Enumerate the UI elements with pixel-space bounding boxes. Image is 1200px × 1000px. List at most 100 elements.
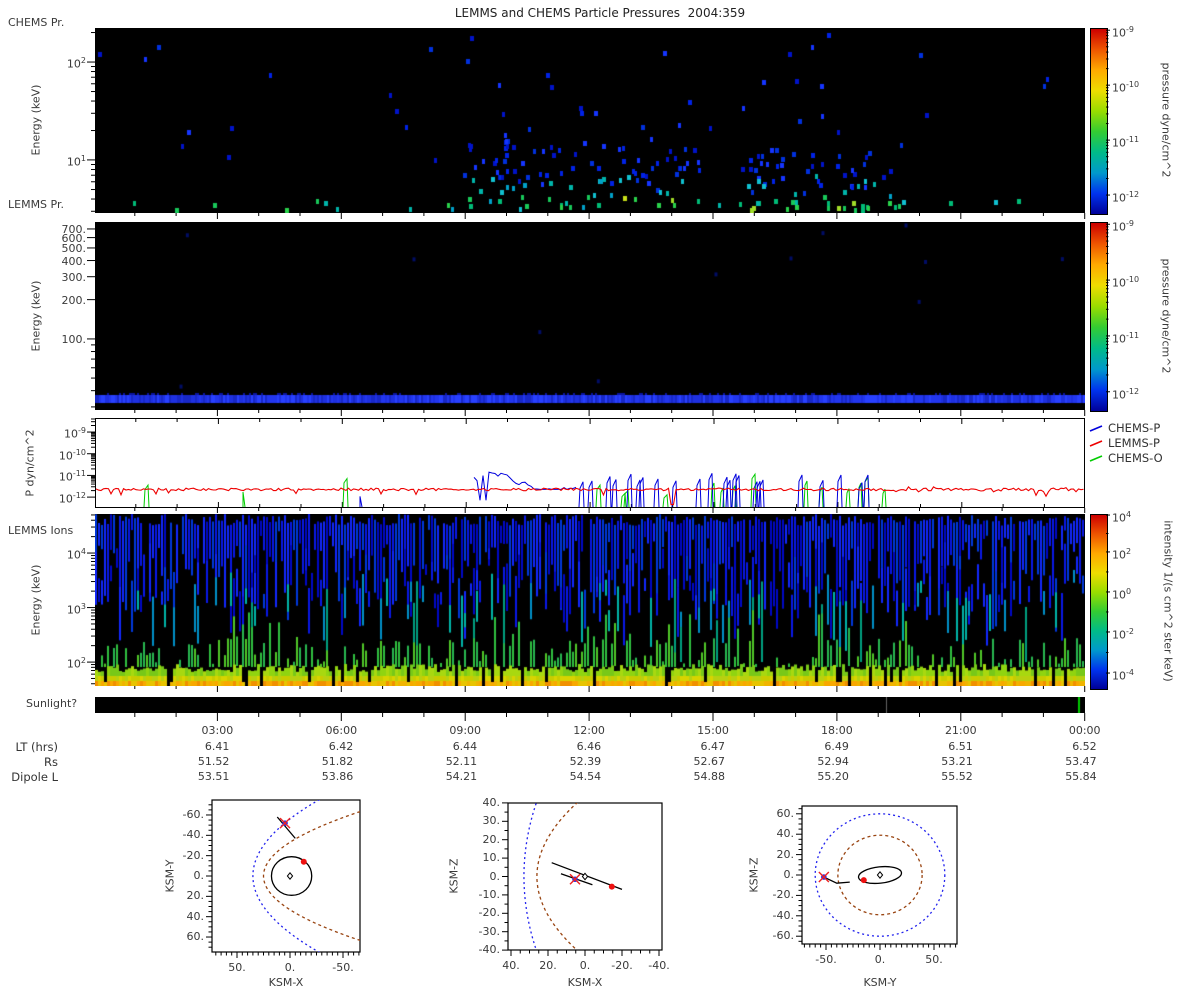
panel1-label: CHEMS Pr. — [8, 16, 65, 29]
tick-label: 10-11 — [58, 469, 86, 485]
intensity-colorbar — [1090, 514, 1108, 690]
tick-label: 10-12 — [58, 491, 86, 506]
tick-label: 18:00 — [821, 724, 853, 737]
tick-label: 40. — [502, 959, 520, 972]
sunlight-label: Sunlight? — [26, 697, 78, 710]
lemms-ions-spectrogram — [95, 514, 1085, 686]
tick-label: 700. — [61, 222, 87, 236]
tick-label: 10-10 — [1112, 275, 1140, 290]
plot-title: LEMMS and CHEMS Particle Pressures 2004:… — [454, 6, 746, 20]
tick-label: 20. — [482, 832, 501, 846]
tick-label: -50. — [815, 953, 837, 966]
tick-label: 20. — [186, 889, 205, 903]
tick-label: 200. — [61, 293, 87, 307]
tick-label: 40. — [482, 795, 501, 809]
tick-label: -20. — [182, 848, 204, 862]
tick-label: -40. — [772, 908, 794, 922]
tick-label: 0. — [193, 869, 205, 882]
chems-pressure-spectrogram — [95, 28, 1085, 213]
tick-label: -20. — [772, 888, 794, 902]
tick-label: 21:00 — [944, 724, 977, 737]
tick-label: 104 — [1112, 510, 1132, 525]
tick-label: 600. — [61, 231, 87, 245]
tick-label: -40. — [478, 943, 500, 957]
tick-label: 10-10 — [1112, 80, 1140, 95]
tick-label: 51.82 — [321, 755, 354, 768]
legend-label-chems-p: CHEMS-P — [1108, 421, 1161, 435]
tick-label: 10. — [482, 851, 501, 865]
tick-label: 300. — [61, 270, 87, 284]
tick-label: 10-9 — [1112, 219, 1134, 234]
tick-label: 50. — [925, 953, 943, 966]
tick-label: 52.67 — [693, 755, 726, 768]
tick-label: 06:00 — [325, 724, 358, 737]
pressure-colorbar-1 — [1090, 28, 1108, 215]
tick-label: 12:00 — [573, 724, 605, 737]
tick-label: 104 — [66, 547, 86, 562]
orbit3-xlabel: KSM-Y — [863, 976, 897, 989]
tick-label: -30. — [478, 924, 500, 938]
tick-label: 6.52 — [1072, 740, 1097, 753]
tick-label: 50. — [228, 961, 246, 974]
tick-label: 52.94 — [817, 755, 849, 768]
tick-label: 102 — [1112, 546, 1132, 562]
tick-label: 54.54 — [569, 770, 602, 783]
tick-label: 102 — [66, 56, 86, 71]
tick-label: 15:00 — [697, 724, 729, 737]
legend-item-chems-o: CHEMS-O — [1088, 451, 1163, 465]
panel1-ylabel: Energy (keV) — [29, 84, 43, 156]
legend-item-chems-p: CHEMS-P — [1088, 421, 1160, 435]
row-label-dipole-l: Dipole L — [11, 770, 58, 784]
tick-label: 6.46 — [576, 740, 602, 753]
chems-o-line-icon — [1089, 455, 1103, 462]
tick-label: 55.52 — [941, 770, 973, 783]
tick-label: 10-11 — [1112, 135, 1140, 150]
tick-label: 20. — [776, 847, 795, 861]
tick-label: 100 — [1112, 586, 1132, 602]
row-label-rs: Rs — [44, 755, 58, 769]
tick-label: 0. — [579, 959, 591, 972]
tick-label: 10-9 — [64, 426, 86, 441]
tick-label: -50. — [332, 961, 354, 974]
tick-label: 101 — [66, 153, 86, 169]
tick-label: 6.51 — [948, 740, 973, 753]
tick-label: -20. — [611, 959, 633, 972]
tick-label: 500. — [61, 241, 87, 255]
sunlight-bar — [95, 697, 1085, 713]
tick-label: -40. — [648, 959, 670, 972]
tick-label: 10-10 — [58, 447, 86, 463]
tick-label: 10-12 — [1112, 386, 1140, 402]
tick-label: -20. — [478, 906, 500, 920]
pressure-lineplot-panel — [95, 418, 1085, 508]
panel2-label: LEMMS Pr. — [8, 198, 64, 211]
orbit1-xlabel: KSM-X — [268, 976, 304, 989]
tick-label: 0. — [489, 869, 501, 883]
tick-label: 03:00 — [201, 724, 234, 737]
tick-label: 30. — [482, 814, 501, 828]
pressure-lineplot — [95, 419, 1084, 508]
tick-label: 00:00 — [1068, 724, 1101, 737]
tick-label: 6.44 — [452, 740, 478, 753]
tick-label: 09:00 — [449, 724, 482, 737]
tick-label: 0. — [783, 868, 795, 881]
tick-label: -60. — [182, 807, 204, 821]
tick-label: 55.20 — [817, 770, 849, 783]
legend-label-lemms-p: LEMMS-P — [1108, 436, 1160, 450]
pressure-colorbar-2 — [1090, 222, 1108, 412]
legend-label-chems-o: CHEMS-O — [1108, 451, 1163, 465]
tick-label: 54.21 — [445, 770, 478, 783]
tick-label: 52.11 — [445, 755, 478, 768]
lemms-p-line-icon — [1089, 440, 1103, 447]
tick-label: 52.39 — [569, 755, 602, 768]
tick-label: 100. — [61, 332, 87, 346]
tick-label: 54.88 — [693, 770, 726, 783]
tick-label: -60. — [772, 929, 794, 943]
tick-label: 53.51 — [197, 770, 230, 783]
tick-label: 55.84 — [1065, 770, 1097, 783]
tick-label: 103 — [66, 601, 86, 617]
orbit2-xlabel: KSM-X — [567, 976, 603, 989]
tick-label: -40. — [182, 828, 204, 842]
tick-label: 51.52 — [197, 755, 230, 768]
tick-label: 400. — [61, 254, 87, 268]
